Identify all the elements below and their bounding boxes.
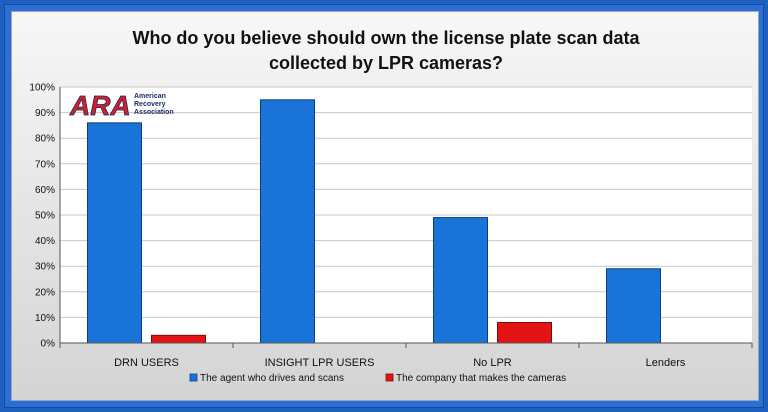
chart-title-line-2: collected by LPR cameras? (268, 53, 504, 73)
bar-2-1 (151, 334, 206, 344)
logo-line-2: Recovery (134, 101, 166, 108)
chart-panel: Who do you believe should own the licens… (11, 11, 759, 401)
bar-1-1 (87, 122, 142, 344)
y-tick-label: 40% (35, 236, 55, 247)
x-category-label: Lenders (646, 357, 686, 369)
y-tick-label: 60% (35, 185, 55, 196)
legend-swatch-2 (385, 373, 394, 382)
bar-1-3 (433, 217, 488, 344)
legend-label-2: The company that makes the cameras (396, 373, 566, 384)
y-tick-label: 30% (35, 262, 55, 273)
logo-line-3: Association (134, 109, 174, 116)
bar-1-2 (260, 99, 315, 344)
y-tick-label: 0% (41, 339, 56, 350)
y-tick-label: 20% (35, 287, 55, 298)
chart-title: Who do you believe should own the licens… (12, 26, 760, 76)
bars (87, 99, 661, 344)
x-category-label: No LPR (473, 357, 512, 369)
x-category-label: DRN USERS (114, 357, 179, 369)
chart-frame: Who do you believe should own the licens… (4, 4, 764, 408)
y-tick-label: 50% (35, 211, 55, 222)
legend-label-1: The agent who drives and scans (200, 373, 344, 384)
x-axis-categories: DRN USERS INSIGHT LPR USERS No LPR Lenders (114, 357, 686, 369)
y-tick-label: 70% (35, 159, 55, 170)
legend-swatch-1 (189, 373, 198, 382)
chart-title-line-1: Who do you believe should own the licens… (132, 28, 640, 48)
logo-line-1: American (134, 93, 166, 100)
y-tick-label: 100% (29, 83, 55, 94)
y-tick-label: 80% (35, 134, 55, 145)
ara-logo: ARA American Recovery Association (69, 90, 174, 122)
bar-chart: 0% 10% 20% 30% 40% 50% 60% 70% 80% 90% 100% DRN US… (29, 83, 753, 384)
y-tick-label: 90% (35, 108, 55, 119)
x-category-label: INSIGHT LPR USERS (265, 357, 375, 369)
axes (59, 87, 753, 348)
y-tick-label: 10% (35, 313, 55, 324)
y-axis-ticks: 0% 10% 20% 30% 40% 50% 60% 70% 80% 90% 100% (29, 83, 55, 350)
bar-1-4 (606, 268, 661, 344)
bar-2-3 (497, 322, 552, 344)
logo-letters: ARA (69, 90, 131, 121)
legend: The agent who drives and scans The compan… (189, 373, 566, 384)
